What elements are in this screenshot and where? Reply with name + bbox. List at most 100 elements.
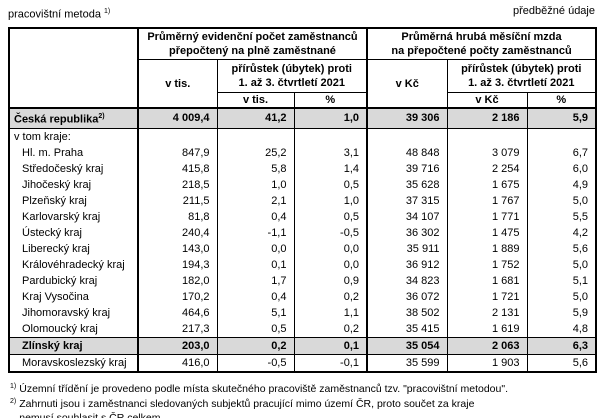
value-cell: 1,1 [293,304,367,321]
table-row: Zlínský kraj 203,0 0,2 0,1 35 054 2 063 6,3 [9,336,597,355]
value-cell: 1,0 [216,176,294,193]
value-cell: 182,0 [137,272,217,289]
value-cell: 36 072 [366,288,447,305]
value-cell: 1,0 [293,192,367,209]
region-name-cell: Karlovarský kraj [22,210,101,223]
value-cell: 39 306 [366,107,447,129]
value-cell: 5,0 [526,256,597,273]
value-cell: 2 131 [446,304,527,321]
footnote-1: 1) Územní třídění je provedeno podle mís… [8,382,595,396]
region-name-cell: Zlínský kraj [9,336,138,355]
value-cell: 170,2 [137,288,217,305]
footnote-2-text: Zahrnuti jsou i zaměstnanci sledovaných … [19,397,475,418]
region-name-cell: Středočeský kraj [22,162,104,175]
value-cell: 0,4 [216,288,294,305]
v-tis-header: v tis. [137,59,218,109]
table-body: Česká republika2) 4 009,4 41,2 1,0 39 306 2 1… [9,107,597,372]
region-name-cell: Kraj Vysočina [22,290,89,303]
table-row: Česká republika2) 4 009,4 41,2 1,0 39 306 2 1… [9,107,597,129]
value-cell: 0,2 [293,288,367,305]
value-cell: 5,1 [526,272,597,289]
value-cell: 37 315 [366,192,447,209]
method-note: pracovištní metoda 1) [8,5,110,22]
value-cell [526,128,597,145]
value-cell: 0,1 [216,256,294,273]
table-row: Kraj Vysočina 170,2 0,4 0,2 36 072 1 721 5,0 [9,288,597,305]
value-cell: 3,1 [293,144,367,161]
sub-pct-header: % [526,92,597,109]
value-cell: 0,2 [216,336,294,355]
value-cell: 5,5 [526,208,597,225]
wage-group-header: Průměrná hrubá měsíční mzda na přepočten… [365,27,597,61]
footnote-1-text: Územní třídění je provedeno podle místa … [19,382,508,395]
value-cell: 2 063 [446,336,527,355]
value-cell: 48 848 [366,144,447,161]
value-cell: 0,5 [293,208,367,225]
value-cell: 5,6 [526,240,597,257]
region-name-cell: Jihomoravský kraj [22,306,111,319]
footnote-2: 2) Zahrnuti jsou i zaměstnanci sledovaný… [8,397,595,418]
footnotes: 1) Územní třídění je provedeno podle mís… [8,382,595,418]
value-cell [446,128,527,145]
table-row: Hl. m. Praha 847,9 25,2 3,1 48 848 3 079 6,7 [9,144,597,161]
value-cell: 36 302 [366,224,447,241]
value-cell: 35 628 [366,176,447,193]
value-cell: 1 771 [446,208,527,225]
value-cell: 203,0 [137,336,217,355]
region-name-cell: Jihočeský kraj [22,178,92,191]
value-cell: 217,3 [137,320,217,338]
value-cell: 0,0 [293,240,367,257]
value-cell: 0,4 [216,208,294,225]
value-cell: 39 716 [366,160,447,177]
value-cell: 1,0 [293,107,367,129]
value-cell [137,128,217,145]
value-cell: 6,3 [526,336,597,355]
value-cell: 5,8 [216,160,294,177]
value-cell: 35 599 [366,354,447,372]
region-name-cell: Hl. m. Praha [22,146,84,159]
value-cell: 4,8 [526,320,597,338]
table-row: Pardubický kraj 182,0 1,7 0,9 34 823 1 681 5,1 [9,272,597,289]
value-cell: 1 889 [446,240,527,257]
value-cell: 35 911 [366,240,447,257]
value-cell: 25,2 [216,144,294,161]
value-cell: 5,6 [526,354,597,372]
wage-increase-header: přírůstek (úbytek) proti 1. až 3. čtvrtl… [446,59,597,94]
value-cell: 1,7 [216,272,294,289]
value-cell: 1 721 [446,288,527,305]
value-cell: 5,9 [526,107,597,129]
value-cell: 1 767 [446,192,527,209]
table-row: Olomoucký kraj 217,3 0,5 0,2 35 415 1 619 4,8 [9,320,597,338]
table-row: Královéhradecký kraj 194,3 0,1 0,0 36 912 1 7… [9,256,597,273]
value-cell: 1,4 [293,160,367,177]
region-name-cell: Liberecký kraj [22,242,90,255]
value-cell: 0,2 [293,320,367,338]
method-note-text: pracovištní metoda [8,8,101,21]
table-row: Středočeský kraj 415,8 5,8 1,4 39 716 2 254 6,… [9,160,597,177]
table-row: Ústecký kraj 240,4 -1,1 -0,5 36 302 1 475 4,2 [9,224,597,241]
value-cell: -0,5 [216,354,294,372]
region-name-cell: Plzeňský kraj [22,194,87,207]
method-note-sup: 1) [104,8,111,15]
region-name-cell: Česká republika2) [9,107,138,129]
top-labels: pracovištní metoda 1) předběžné údaje [8,5,595,22]
footnote-1-sup: 1) [10,382,17,390]
table-row: Karlovarský kraj 81,8 0,4 0,5 34 107 1 771 5,5 [9,208,597,225]
value-cell: 2 254 [446,160,527,177]
value-cell: 143,0 [137,240,217,257]
value-cell: 35 415 [366,320,447,338]
value-cell: 1 681 [446,272,527,289]
value-cell: 0,0 [216,240,294,257]
table-row: Moravskoslezský kraj 416,0 -0,5 -0,1 35 599 1… [9,354,597,372]
value-cell: 5,1 [216,304,294,321]
value-cell: 2,1 [216,192,294,209]
value-cell: 41,2 [216,107,294,129]
footnote-2-sup: 2) [10,397,17,405]
value-cell: 34 107 [366,208,447,225]
value-cell [366,128,447,145]
v-kc-header: v Kč [366,59,448,109]
value-cell: 1 475 [446,224,527,241]
value-cell: 1 675 [446,176,527,193]
value-cell: 4,2 [526,224,597,241]
value-cell: 218,5 [137,176,217,193]
